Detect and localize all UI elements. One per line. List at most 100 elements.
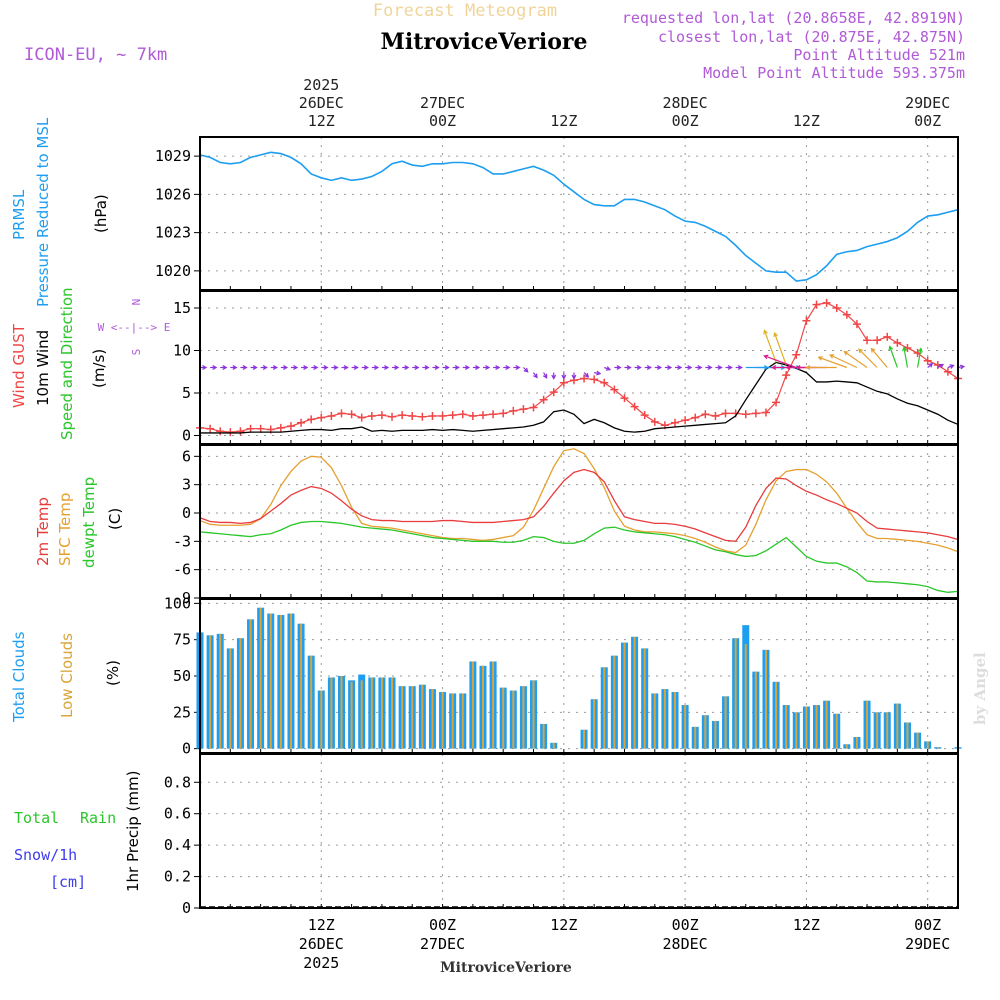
gust-marker: [307, 415, 316, 424]
low-cloud-bar: [461, 693, 464, 749]
gust-marker: [711, 411, 720, 420]
wind-arrow-head: [717, 365, 723, 370]
wind-arrow-head: [605, 366, 612, 371]
top-time-label: 00Z: [672, 112, 699, 130]
wind-arrow: [301, 365, 309, 370]
wind-arrow-head: [252, 365, 258, 370]
low-cloud-bar: [694, 726, 697, 749]
wind-arrow-head: [232, 365, 238, 370]
low-cloud-bar: [855, 737, 858, 749]
wind-arrow: [594, 370, 602, 376]
wind-arrow-head: [424, 365, 430, 370]
wind-arrow: [472, 365, 481, 370]
clouds-ytick-label: 50: [173, 667, 191, 685]
gust-marker: [590, 375, 599, 384]
wind-arrow-head: [795, 365, 801, 370]
low-cloud-bar: [674, 691, 677, 749]
gust-marker: [822, 298, 831, 307]
gust-marker: [458, 410, 467, 419]
gust-marker: [327, 411, 336, 420]
gust-marker: [398, 411, 407, 420]
gust-marker: [741, 410, 750, 419]
wind-arrow-head: [657, 365, 663, 370]
wind-arrow: [805, 365, 837, 370]
low-cloud-bar: [401, 686, 404, 749]
dewpt-line: [199, 520, 959, 593]
low-cloud-bar: [764, 649, 767, 749]
gust-marker: [438, 411, 447, 420]
wind-arrow-shaft: [829, 354, 858, 369]
low-cloud-bar: [512, 690, 515, 749]
precip-ytick-label: 0.2: [164, 868, 191, 886]
wind-arrow-shaft: [870, 348, 888, 368]
precip-frame: [199, 753, 959, 909]
wind-arrow-head: [262, 365, 268, 370]
top-time-label: 27DEC: [420, 94, 465, 112]
wind-label-gust: Wind GUST: [10, 323, 28, 408]
clouds-ytick-label: 0: [182, 740, 191, 758]
chart-marks: 1020 1023 1026 1029 0 5 10 15 -9 -6 -3 0 3 6 0 25 50 75 10…: [155, 76, 966, 972]
top-time-label: 00Z: [429, 112, 456, 130]
low-cloud-bar: [744, 644, 747, 749]
wind-arrow-head: [763, 354, 769, 360]
wind-arrow-head: [505, 365, 511, 370]
wind-arrow: [947, 364, 955, 369]
wind-arrow: [937, 363, 945, 369]
wind-arrow-head: [293, 365, 299, 370]
gust-marker: [761, 408, 770, 417]
wind-arrow: [634, 365, 642, 370]
precip-ytick-label: 0.6: [164, 805, 191, 823]
requested-coords: requested lon,lat (20.8658E, 42.8919N): [622, 9, 965, 27]
gust-marker: [468, 411, 477, 420]
gust-marker: [428, 411, 437, 420]
gust-marker: [448, 411, 457, 420]
wind-arrow-head: [727, 365, 733, 370]
top-time-label: 12Z: [793, 112, 820, 130]
wind-arrow-head: [475, 365, 481, 370]
wind-arrow: [422, 365, 430, 370]
wind-arrow-head: [737, 365, 743, 370]
wind-arrow-head: [584, 372, 590, 378]
gust-marker: [751, 409, 760, 418]
low-cloud-bar: [451, 693, 454, 749]
low-cloud-bar: [714, 721, 717, 749]
gust-marker: [256, 424, 265, 433]
low-cloud-bar: [249, 619, 252, 749]
pressure-label-unit: (hPa): [92, 194, 110, 233]
product-title: Forecast Meteogram: [373, 1, 557, 21]
wind-ytick-label: 15: [173, 299, 191, 317]
wind-arrow-head: [888, 345, 894, 351]
wind-arrow-shaft: [916, 348, 922, 368]
gust-marker: [923, 356, 932, 365]
temp-label-sfc: SFC Temp: [56, 493, 74, 566]
wind-arrow: [583, 372, 590, 378]
low-cloud-bar: [633, 636, 636, 749]
gust-marker: [650, 417, 659, 426]
pressure-frame: [199, 136, 959, 291]
gust-marker: [499, 409, 508, 418]
gust-marker: [873, 336, 882, 345]
low-cloud-bar: [643, 648, 646, 749]
bottom-time-label: 00Z: [429, 916, 456, 934]
low-cloud-bar: [340, 676, 343, 749]
gust-marker: [640, 411, 649, 420]
wind-arrow: [280, 365, 289, 370]
gust-line: [199, 302, 959, 433]
top-time-label: 12Z: [550, 112, 577, 130]
low-cloud-bar: [380, 677, 383, 749]
bottom-time-label: 12Z: [550, 916, 577, 934]
wind-arrow: [675, 365, 683, 370]
wind-arrow: [735, 365, 743, 370]
wind-arrow-head: [785, 365, 791, 370]
wind-arrow: [240, 365, 248, 370]
low-cloud-bar: [876, 712, 879, 749]
wind-arrow-head: [677, 365, 683, 370]
wind-arrow-head: [404, 365, 410, 370]
low-cloud-bar: [300, 623, 303, 749]
gust-marker: [489, 410, 498, 419]
clouds-ytick-label: 100: [164, 594, 191, 612]
low-cloud-bar: [330, 677, 333, 749]
bottom-time-label: 26DEC: [299, 935, 344, 953]
wind-arrow: [614, 365, 622, 370]
cloud-label-low: Low Clouds: [58, 633, 76, 718]
